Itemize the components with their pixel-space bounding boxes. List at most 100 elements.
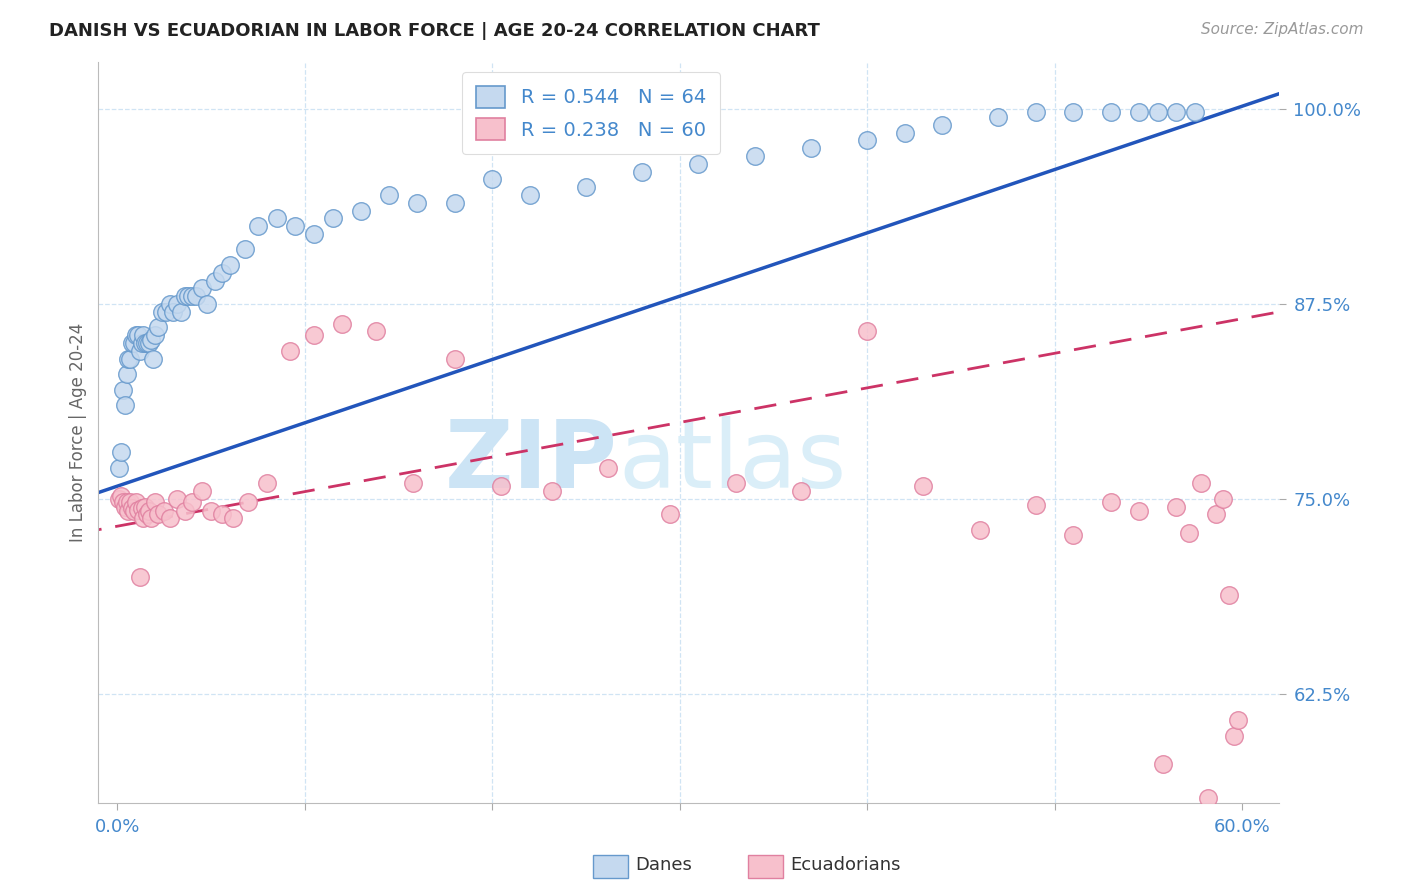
Point — [443, 195, 465, 210]
Point — [148, 320, 170, 334]
Point — [110, 445, 132, 459]
Point — [120, 495, 142, 509]
Point — [1128, 504, 1150, 518]
Point — [987, 110, 1010, 124]
Point — [127, 502, 149, 516]
Point — [122, 336, 145, 351]
Point — [856, 324, 879, 338]
Point — [136, 336, 159, 351]
Point — [111, 495, 134, 509]
Point — [162, 305, 184, 319]
Point — [800, 141, 823, 155]
Point — [744, 149, 766, 163]
Point — [233, 243, 256, 257]
Point — [364, 324, 387, 338]
Point — [1184, 105, 1206, 120]
Point — [1223, 729, 1246, 743]
Point — [181, 495, 204, 509]
Point — [181, 289, 204, 303]
Point — [1025, 105, 1047, 120]
Point — [184, 289, 207, 303]
Point — [114, 500, 136, 514]
Point — [200, 504, 222, 518]
Point — [159, 297, 181, 311]
Point — [1178, 526, 1201, 541]
Point — [402, 476, 425, 491]
Point — [1166, 500, 1188, 514]
Point — [1189, 476, 1212, 491]
Point — [143, 328, 166, 343]
Point — [1062, 527, 1084, 541]
Point — [173, 289, 195, 303]
Point — [150, 305, 173, 319]
Point — [211, 266, 233, 280]
Point — [278, 343, 301, 358]
Point — [688, 157, 710, 171]
Point — [114, 398, 136, 412]
Point — [631, 164, 654, 178]
Point — [222, 510, 245, 524]
Point — [1099, 495, 1122, 509]
Point — [302, 328, 325, 343]
Point — [132, 510, 155, 524]
Point — [190, 281, 212, 295]
Point — [481, 172, 503, 186]
Point — [1152, 756, 1174, 771]
Point — [575, 180, 598, 194]
Point — [131, 501, 153, 516]
Point — [1128, 105, 1150, 120]
Point — [211, 508, 233, 522]
Point — [111, 383, 134, 397]
Point — [266, 211, 288, 226]
Point — [1166, 105, 1188, 120]
Point — [856, 133, 879, 147]
Point — [724, 476, 747, 491]
Point — [195, 297, 218, 311]
Point — [350, 203, 373, 218]
Point — [134, 500, 156, 514]
Point — [284, 219, 307, 233]
Point — [139, 510, 162, 524]
Point — [256, 476, 278, 491]
Legend: R = 0.544   N = 64, R = 0.238   N = 60: R = 0.544 N = 64, R = 0.238 N = 60 — [463, 72, 720, 154]
Point — [1099, 105, 1122, 120]
Point — [330, 318, 353, 332]
Point — [115, 495, 138, 509]
Point — [519, 188, 541, 202]
Point — [120, 351, 142, 366]
Point — [143, 495, 166, 509]
Point — [893, 126, 915, 140]
Point — [173, 504, 195, 518]
Point — [1146, 105, 1168, 120]
Text: Danes: Danes — [636, 856, 692, 874]
Point — [166, 491, 188, 506]
Point — [931, 118, 953, 132]
Text: Ecuadorians: Ecuadorians — [790, 856, 901, 874]
Point — [238, 495, 260, 509]
Point — [132, 328, 155, 343]
Point — [125, 328, 148, 343]
Point — [541, 484, 564, 499]
Point — [148, 508, 170, 522]
Point — [110, 489, 132, 503]
Point — [121, 336, 143, 351]
Point — [1197, 791, 1219, 805]
Point — [125, 495, 148, 509]
Point — [1025, 498, 1047, 512]
Point — [322, 211, 344, 226]
Point — [246, 219, 269, 233]
Text: Source: ZipAtlas.com: Source: ZipAtlas.com — [1201, 22, 1364, 37]
Point — [136, 508, 159, 522]
Point — [378, 188, 401, 202]
Point — [1227, 713, 1250, 727]
Point — [790, 484, 813, 499]
Text: ZIP: ZIP — [446, 417, 619, 508]
Point — [659, 508, 682, 522]
Point — [443, 351, 465, 366]
Point — [177, 289, 200, 303]
Point — [1212, 491, 1234, 506]
Point — [122, 504, 145, 518]
Point — [128, 343, 150, 358]
Point — [155, 305, 177, 319]
Y-axis label: In Labor Force | Age 20-24: In Labor Force | Age 20-24 — [69, 323, 87, 542]
